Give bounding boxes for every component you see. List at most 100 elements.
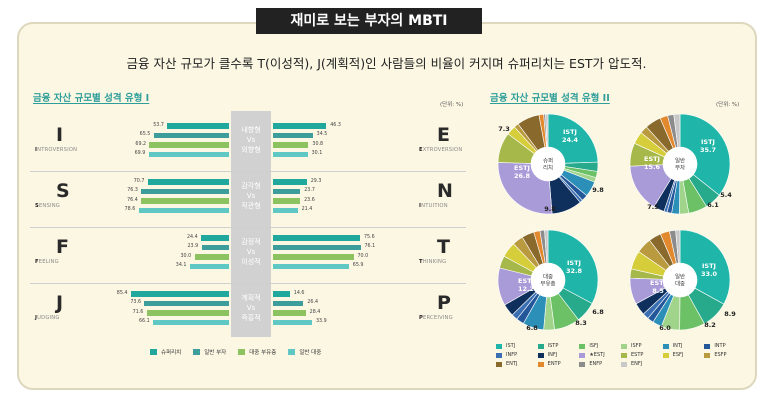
legend-label: ISFP xyxy=(631,343,642,349)
dimension-letter-left: F xyxy=(56,236,69,258)
dimension-word-left: SENSING xyxy=(35,203,61,209)
bar-value-right: 46.3 xyxy=(330,122,341,128)
bar-right xyxy=(273,319,312,325)
bar-value-left: 71.6 xyxy=(132,309,144,315)
legend-item-mass: 대중 부유층 xyxy=(238,348,276,356)
legend-item-esfj: ESFJ xyxy=(662,352,705,358)
bar-right xyxy=(273,235,360,241)
bar-left xyxy=(141,188,229,194)
legend-item-estj: ★ESTJ xyxy=(579,352,621,358)
bar-right xyxy=(273,132,313,138)
chart2-unit: (단위: %) xyxy=(716,102,740,108)
legend-swatch xyxy=(579,352,586,358)
pie-label-value: 12.2 xyxy=(518,285,534,293)
legend-swatch xyxy=(621,352,627,358)
legend-swatch xyxy=(704,352,711,358)
pie-label-name: ESTJ xyxy=(644,155,660,163)
bar-value-left: 34.1 xyxy=(175,263,187,268)
pie-center-label: 슈퍼 xyxy=(543,157,553,165)
dimension-word-left: FEELING xyxy=(35,259,59,265)
bar-value-left: 66.1 xyxy=(138,319,150,324)
bar-right xyxy=(273,151,308,157)
pie-label-value: 6.8 xyxy=(592,308,604,316)
bar-right xyxy=(273,254,354,260)
legend-label: ESTP xyxy=(631,352,644,358)
pie-center xyxy=(663,263,697,297)
bar-value-right: 26.4 xyxy=(307,300,319,305)
bar-left xyxy=(138,207,229,213)
pie-label-value: 8.2 xyxy=(704,321,716,329)
bar-value-right: 29.3 xyxy=(310,178,322,184)
bar-right xyxy=(273,207,298,213)
bar-value-left: 76.3 xyxy=(127,188,138,193)
legend-swatch xyxy=(579,361,586,367)
legend-label: INTP xyxy=(714,343,726,349)
bar-right xyxy=(273,198,301,204)
bar-right xyxy=(273,300,304,306)
pie-label-name: ESTJ xyxy=(518,277,534,285)
legend-item-infp: INFP xyxy=(496,352,538,358)
dimension-divider xyxy=(30,283,466,284)
legend-item-istj: ISTJ xyxy=(496,343,538,349)
bar-left xyxy=(152,319,229,325)
bar-right xyxy=(273,188,301,194)
bar-right xyxy=(273,142,309,148)
pie-center-label: 부자 xyxy=(675,164,685,172)
legend-swatch xyxy=(621,361,627,367)
dimension-center-column xyxy=(231,111,271,337)
content-panel xyxy=(17,22,757,390)
pie-label-name: ISTJ xyxy=(702,262,716,270)
bar-value-right: 34.5 xyxy=(316,132,328,137)
pie-label-value: 9.8 xyxy=(544,205,556,213)
bar-value-left: 53.7 xyxy=(153,122,164,128)
bar-left xyxy=(149,142,229,148)
bar-value-right: 21.4 xyxy=(301,207,313,212)
legend-swatch xyxy=(621,343,627,349)
bar-right xyxy=(273,291,290,297)
dimension-divider xyxy=(30,171,466,172)
legend-item-isfj: ISFJ xyxy=(579,343,621,349)
legend-item-isfp: ISFP xyxy=(621,343,663,349)
chart1-legend: 슈퍼리치 일반 부자 대중 부유층 일반 대중 xyxy=(150,348,321,356)
bar-value-left: 73.6 xyxy=(130,300,142,305)
pie-label-name: ISTJ xyxy=(563,128,577,136)
bar-left xyxy=(141,198,229,204)
headline: 금융 자산 규모가 클수록 T(이성적), J(계획적)인 사람들의 비율이 커… xyxy=(126,56,647,71)
pie-label-value: 24.4 xyxy=(562,136,579,144)
bar-value-right: 28.4 xyxy=(309,309,321,315)
pie-label-value: 15.6 xyxy=(644,163,661,171)
legend-swatch xyxy=(662,352,669,358)
chart2-title: 금융 자산 규모별 성격 유형 II xyxy=(490,93,610,104)
bar-right xyxy=(273,179,307,185)
dimension-word-right: EXTROVERSION xyxy=(419,147,463,153)
legend-item-intj: INTJ xyxy=(662,343,705,349)
bar-value-left: 24.4 xyxy=(186,234,198,240)
pie-label-name: ISTJ xyxy=(701,138,715,146)
legend-label: ISTP xyxy=(547,343,559,349)
legend-item-estp: ESTP xyxy=(621,352,663,358)
bar-left xyxy=(146,310,229,316)
dimension-letter-right: T xyxy=(437,236,450,258)
legend-swatch xyxy=(704,343,711,349)
bar-value-right: 23.7 xyxy=(304,188,315,193)
bar-value-left: 70.7 xyxy=(133,178,145,184)
legend-label: ENFP xyxy=(589,361,603,367)
bar-right xyxy=(273,244,361,250)
pie-label-value: 8.5 xyxy=(652,287,664,295)
bar-value-right: 30.8 xyxy=(312,141,324,147)
dimension-word-right: PERCEIVING xyxy=(419,315,453,321)
legend-label: ENFJ xyxy=(631,361,643,367)
dimension-center-label: 감정적 Vs 이성적 xyxy=(241,238,261,267)
pie-center-label: 대중 xyxy=(675,280,685,288)
bar-value-right: 33.9 xyxy=(315,319,327,324)
bar-value-left: 30.0 xyxy=(180,253,192,259)
pie-center xyxy=(531,147,565,181)
pie-label-value: 35.7 xyxy=(700,146,716,154)
pie-label-value: 9.8 xyxy=(592,186,604,194)
pie-label-value: 6.8 xyxy=(526,324,538,332)
pie-label-value: 8.3 xyxy=(575,319,587,327)
legend-label: INFJ xyxy=(547,352,558,358)
chart2-legend: ISTJ ISTP ISFJ ISFP INTJ INTP INFP INFJ ★ESTJ EST… xyxy=(496,343,746,367)
dimension-divider xyxy=(30,227,466,228)
pie-label-value: 7.3 xyxy=(498,125,510,133)
